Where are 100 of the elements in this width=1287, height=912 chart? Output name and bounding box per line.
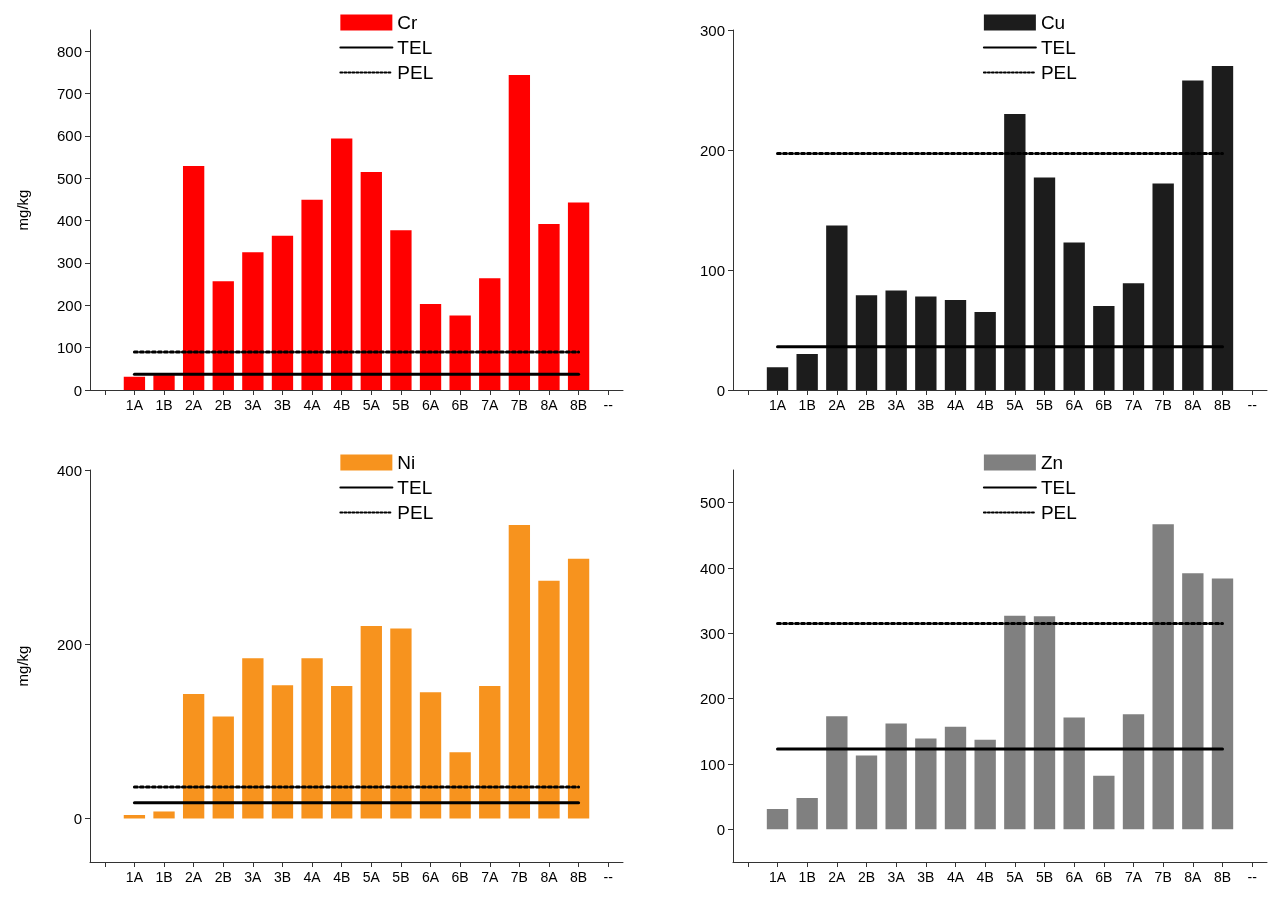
y-tick-label: 100 [699, 261, 725, 279]
x-tick-label: 4A [303, 869, 322, 885]
bar [766, 809, 789, 830]
x-tick-label: 2A [185, 869, 203, 885]
y-axis-title: mg/kg [14, 189, 31, 231]
x-tick-label: 8B [570, 869, 588, 885]
x-tick-label: 7A [1124, 397, 1143, 413]
bar [271, 235, 294, 390]
x-tick-label: 6B [1095, 397, 1113, 413]
bar [826, 716, 848, 830]
x-tick-label: 4A [946, 397, 965, 413]
x-tick-label: 1B [798, 869, 816, 885]
bar [1033, 177, 1056, 390]
legend-label: TEL [1040, 477, 1076, 498]
bar [885, 290, 907, 390]
bar [449, 752, 471, 819]
bar [182, 165, 205, 390]
bar [1063, 242, 1085, 390]
legend-label: TEL [397, 37, 433, 58]
x-tick-label: 6B [1095, 869, 1113, 885]
bar [1004, 615, 1026, 830]
x-tick-label: 5A [1006, 869, 1025, 885]
x-tick-label: 5B [392, 869, 410, 885]
bar [271, 685, 294, 819]
bar [796, 797, 818, 830]
legend-label: PEL [1040, 502, 1077, 523]
x-tick-label: 5B [1035, 397, 1054, 413]
x-tick-label: 1B [155, 869, 173, 885]
x-tick-label: 3B [917, 397, 935, 413]
bar [538, 223, 560, 390]
y-tick-label: 300 [56, 254, 82, 272]
x-tick-label: 3B [273, 869, 292, 885]
bar [1152, 183, 1174, 390]
x-tick-label: 7B [1154, 397, 1172, 413]
y-tick-label: 800 [56, 42, 82, 60]
x-tick-label: 4A [946, 869, 965, 885]
x-tick-label: 5B [392, 397, 410, 413]
y-tick-label: 200 [56, 635, 82, 653]
x-tick-label: 2A [828, 397, 847, 413]
x-tick-label: 5A [362, 869, 381, 885]
x-tick-label: 5B [1035, 869, 1054, 885]
x-tick-label: 2B [214, 869, 232, 885]
bar [301, 199, 323, 390]
x-tick-label: 2B [857, 397, 876, 413]
bar [212, 281, 234, 390]
bar [449, 315, 471, 390]
x-tick-label: 3A [887, 869, 906, 885]
y-tick-label: 400 [56, 461, 82, 479]
x-tick-label: 8B [1213, 869, 1232, 885]
x-tick-label: 2B [214, 397, 232, 413]
x-tick-label: 7A [1124, 869, 1143, 885]
bar [1093, 775, 1115, 830]
bar [331, 138, 353, 390]
x-tick-label: 2A [828, 869, 847, 885]
bar [944, 300, 967, 390]
bar [123, 376, 146, 390]
x-tick-label: 7A [481, 869, 499, 885]
bar [1093, 306, 1115, 390]
bar [419, 304, 442, 390]
x-tick-label: 8B [1213, 397, 1232, 413]
y-tick-label: 200 [699, 690, 725, 708]
legend-label: TEL [397, 477, 433, 498]
bar [242, 658, 264, 819]
legend-label: TEL [1040, 37, 1076, 58]
x-tick-label: -- [603, 397, 614, 413]
bar [1004, 114, 1026, 390]
x-tick-label: 3A [887, 397, 906, 413]
legend-label: Ni [397, 452, 416, 473]
x-tick-label: 1B [798, 397, 816, 413]
y-tick-label: 400 [56, 212, 82, 230]
x-tick-label: 4B [333, 397, 351, 413]
bar [538, 580, 560, 819]
x-tick-label: 6A [421, 869, 440, 885]
legend-label: Cu [1040, 12, 1066, 33]
bar [915, 296, 937, 390]
legend-label: Cr [397, 12, 419, 33]
legend-label: Zn [1040, 452, 1064, 473]
bar [360, 171, 382, 390]
legend-label: PEL [397, 62, 434, 83]
bar [301, 658, 323, 819]
x-tick-label: 7B [510, 869, 528, 885]
x-tick-label: 6A [1065, 397, 1084, 413]
x-tick-label: 6B [451, 869, 469, 885]
x-tick-label: 7B [510, 397, 528, 413]
bar [885, 723, 907, 830]
x-tick-label: 2A [185, 397, 203, 413]
bar [242, 252, 264, 390]
x-tick-label: 1A [125, 869, 144, 885]
y-axis-title: mg/kg [14, 645, 31, 687]
bar [1152, 524, 1174, 830]
bar [360, 625, 382, 819]
bar [331, 686, 353, 819]
bar [1182, 573, 1204, 830]
bar [855, 295, 878, 390]
x-tick-label: 8A [540, 397, 559, 413]
bar [1182, 80, 1204, 390]
y-tick-label: 100 [699, 755, 725, 773]
x-tick-label: 3B [917, 869, 935, 885]
y-tick-label: 0 [73, 381, 82, 399]
y-tick-label: 300 [699, 21, 725, 39]
